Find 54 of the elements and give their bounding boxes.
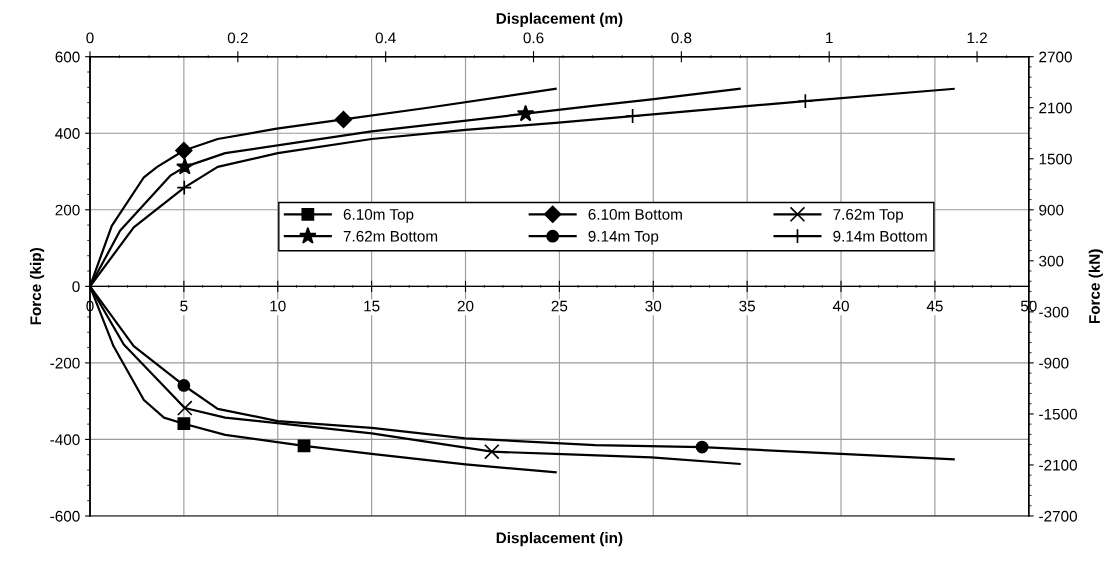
x2-tick-label: 0.8 — [671, 32, 692, 44]
y2-tick-label: 1500 — [1039, 153, 1072, 165]
y2-tick-label: 300 — [1039, 255, 1064, 267]
x-tick-label: 45 — [926, 300, 943, 312]
x-tick-label: 35 — [739, 300, 755, 312]
x2-tick-label: 0.6 — [523, 32, 544, 44]
x2-tick-label: 0 — [86, 32, 94, 44]
y2-tick-label: -900 — [1039, 357, 1069, 369]
y2-tick-label: -2700 — [1039, 510, 1077, 522]
y-tick-label: 400 — [55, 128, 80, 139]
point — [175, 141, 193, 160]
x2-tick-label: 0.4 — [375, 32, 396, 44]
x-tick-label: 15 — [364, 300, 380, 312]
point — [297, 439, 311, 453]
point — [484, 443, 500, 460]
y2-tick-label: 2700 — [1039, 51, 1072, 63]
y2-tick-label: -2100 — [1039, 459, 1077, 471]
x-tick-label: 30 — [645, 300, 662, 312]
y2-tick-label: 900 — [1039, 204, 1064, 216]
legend-label: 7.62m Top — [833, 208, 904, 223]
point — [176, 157, 194, 175]
y-axis-title: Force (kip) — [29, 248, 45, 325]
x2-axis-title: Displacement (m) — [496, 12, 623, 27]
y-tick-label: 600 — [55, 51, 80, 63]
point — [177, 417, 191, 431]
y2-tick-label: -1500 — [1039, 408, 1077, 420]
y2-axis-title: Force (kN) — [1088, 249, 1103, 324]
y-tick-label: -200 — [50, 357, 80, 369]
legend-label: 9.14m Bottom — [833, 230, 927, 242]
point — [516, 104, 535, 122]
y2-tick-label: -300 — [1039, 306, 1069, 318]
point — [177, 379, 191, 392]
x-tick-label: 5 — [180, 300, 188, 312]
legend-label: 6.10m Bottom — [588, 208, 682, 220]
x2-tick-label: 1 — [826, 32, 833, 44]
y-tick-label: -400 — [50, 434, 80, 446]
x-tick-label: 25 — [551, 300, 568, 312]
x-axis-title: Displacement (in) — [496, 532, 623, 547]
y2-tick-label: 2100 — [1039, 102, 1072, 114]
x2-tick-label: 0.2 — [227, 32, 248, 44]
x-tick-label: 10 — [270, 300, 286, 312]
y-tick-label: 200 — [55, 204, 80, 216]
point — [695, 440, 709, 454]
x2-tick-label: 1.2 — [967, 32, 987, 44]
point — [334, 110, 353, 129]
y-tick-label: -600 — [50, 510, 80, 522]
legend-label: 7.62m Bottom — [343, 230, 438, 242]
legend-label: 9.14m Top — [588, 230, 659, 245]
x-tick-label: 20 — [457, 300, 474, 312]
y-tick-label: 0 — [72, 281, 80, 293]
x-tick-label: 40 — [832, 300, 849, 312]
legend-label: 6.10m Top — [343, 208, 414, 223]
point — [176, 179, 193, 196]
point — [177, 400, 193, 416]
